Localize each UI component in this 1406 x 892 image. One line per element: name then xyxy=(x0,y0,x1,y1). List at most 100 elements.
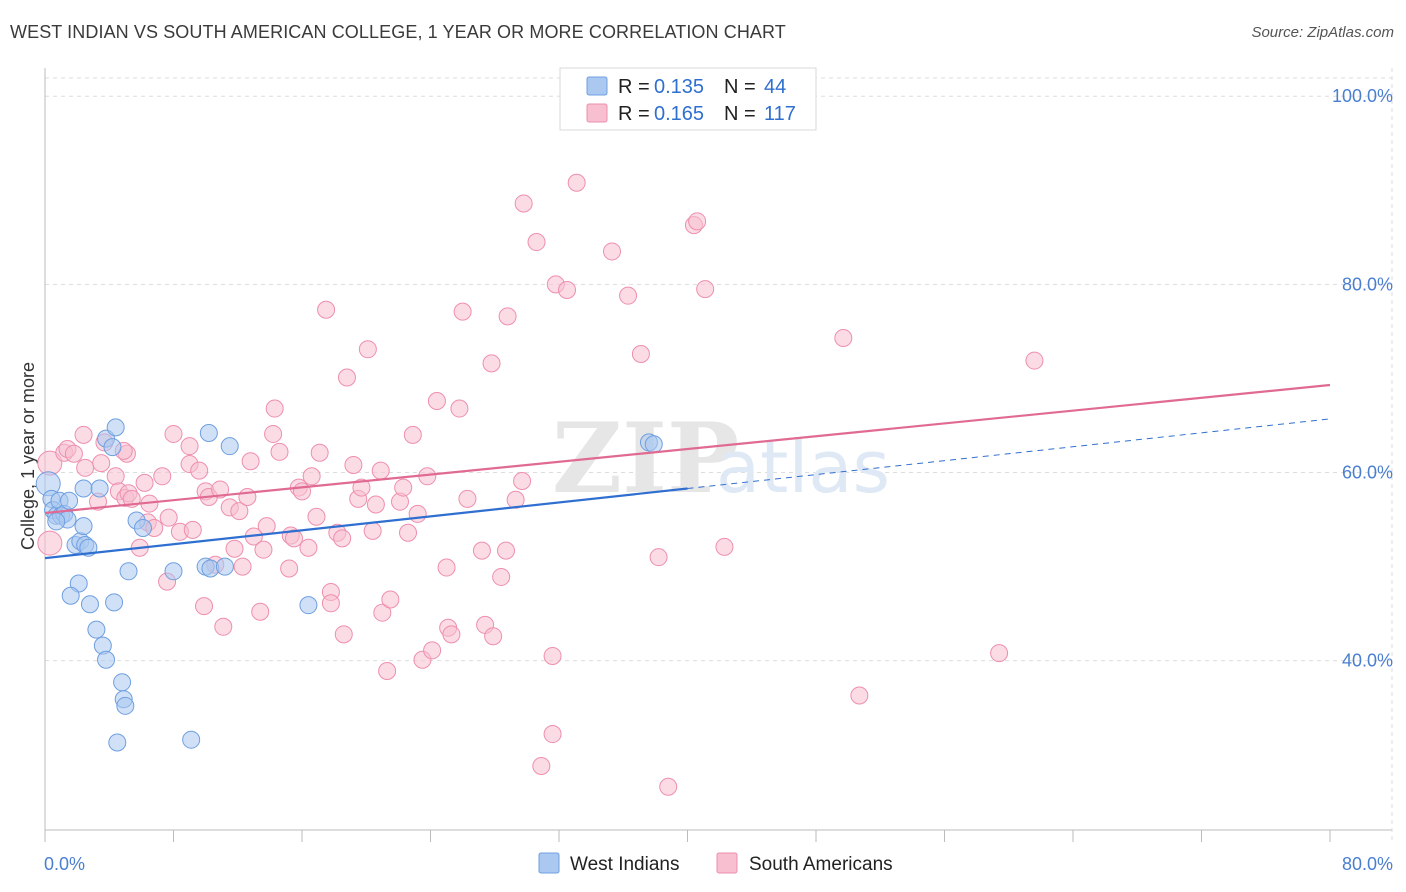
data-point-south-americans xyxy=(183,520,202,539)
data-point-west-indians xyxy=(133,519,152,538)
legend-r-label-west-indians: R = xyxy=(618,76,650,98)
data-point-south-americans xyxy=(74,425,93,444)
bottom-legend-swatch-south-americans xyxy=(716,852,738,874)
data-point-south-americans xyxy=(558,281,577,300)
data-point-south-americans xyxy=(715,537,734,556)
data-point-south-americans xyxy=(284,529,303,548)
data-point-south-americans xyxy=(251,602,270,621)
data-point-south-americans xyxy=(659,777,678,796)
trend-line-west-indians xyxy=(44,487,688,560)
data-point-south-americans xyxy=(344,455,363,474)
top-legend: R = 0.135 N = 44 R = 0.165 N = 117 xyxy=(559,67,817,131)
data-point-south-americans xyxy=(135,473,154,492)
data-point-west-indians xyxy=(60,491,79,510)
watermark: ZIP atlas xyxy=(552,402,890,515)
data-point-south-americans xyxy=(92,454,111,473)
data-point-south-americans xyxy=(543,646,562,665)
data-point-south-americans xyxy=(696,280,715,299)
data-point-south-americans xyxy=(603,242,622,261)
y-tick-label: 100.0% xyxy=(1332,86,1393,106)
data-point-west-indians xyxy=(103,438,122,457)
y-tick-label: 40.0% xyxy=(1342,651,1393,671)
data-point-south-americans xyxy=(496,541,515,560)
data-point-west-indians xyxy=(90,479,109,498)
legend-r-label-south-americans: R = xyxy=(618,103,650,125)
data-point-south-americans xyxy=(1025,351,1044,370)
legend-n-label-west-indians: N = xyxy=(724,76,756,98)
data-point-south-americans xyxy=(484,627,503,646)
data-point-south-americans xyxy=(337,368,356,387)
data-point-west-indians xyxy=(644,435,663,454)
data-point-south-americans xyxy=(427,392,446,411)
data-point-south-americans xyxy=(649,548,668,567)
data-point-south-americans xyxy=(106,467,125,486)
data-point-south-americans xyxy=(334,625,353,644)
data-point-south-americans xyxy=(254,540,273,559)
y-tick-label: 80.0% xyxy=(1342,274,1393,294)
x-tick-label-min: 0.0% xyxy=(44,854,85,874)
data-point-south-americans xyxy=(442,625,461,644)
data-point-south-americans xyxy=(567,173,586,192)
axes xyxy=(44,68,1392,831)
data-point-south-americans xyxy=(76,458,95,477)
data-point-south-americans xyxy=(371,461,390,480)
data-point-south-americans xyxy=(631,344,650,363)
x-tick-label-max: 80.0% xyxy=(1342,854,1393,874)
trend-lines xyxy=(44,383,1331,560)
data-point-south-americans xyxy=(403,425,422,444)
data-point-west-indians xyxy=(164,562,183,581)
data-point-south-americans xyxy=(381,590,400,609)
data-point-south-americans xyxy=(333,529,352,548)
data-point-south-americans xyxy=(514,194,533,213)
data-point-west-indians xyxy=(220,437,239,456)
data-point-south-americans xyxy=(211,480,230,499)
data-point-south-americans xyxy=(990,644,1009,663)
chart-title: WEST INDIAN VS SOUTH AMERICAN COLLEGE, 1… xyxy=(10,22,786,42)
data-point-south-americans xyxy=(195,597,214,616)
data-point-west-indians xyxy=(97,650,116,669)
data-point-south-americans xyxy=(64,444,83,463)
legend-r-value-south-americans: 0.165 xyxy=(654,103,704,125)
data-point-south-americans xyxy=(230,502,249,521)
data-point-south-americans xyxy=(307,507,326,526)
data-point-west-indians xyxy=(47,512,66,531)
data-point-west-indians xyxy=(105,593,124,612)
data-point-south-americans xyxy=(299,538,318,557)
data-point-south-americans xyxy=(399,523,418,542)
data-point-south-americans xyxy=(265,399,284,418)
data-point-south-americans xyxy=(619,286,638,305)
data-point-west-indians xyxy=(299,596,318,615)
data-point-south-americans xyxy=(834,328,853,347)
data-point-south-americans xyxy=(302,467,321,486)
data-point-west-indians xyxy=(199,424,218,443)
data-point-west-indians xyxy=(74,517,93,536)
data-point-south-americans xyxy=(225,539,244,558)
data-point-south-americans xyxy=(532,757,551,776)
data-point-south-americans xyxy=(241,452,260,471)
bottom-legend-label-west-indians: West Indians xyxy=(570,854,679,875)
data-points xyxy=(35,173,1044,796)
trend-line-south-americans xyxy=(44,383,1331,515)
data-point-south-americans xyxy=(366,495,385,514)
data-point-west-indians xyxy=(119,562,138,581)
data-point-south-americans xyxy=(317,300,336,319)
data-point-south-americans xyxy=(293,482,311,501)
data-point-south-americans xyxy=(437,558,456,577)
y-axis-tick-labels: 40.0% 60.0% 80.0% 100.0% xyxy=(1332,86,1393,670)
data-point-south-americans xyxy=(159,508,178,527)
data-point-south-americans xyxy=(527,233,546,252)
data-point-south-americans xyxy=(264,424,283,443)
data-point-west-indians xyxy=(87,620,106,639)
data-point-south-americans xyxy=(310,443,329,462)
data-point-south-americans xyxy=(164,424,183,443)
x-axis-ticks xyxy=(44,68,1393,842)
data-point-south-americans xyxy=(498,307,517,326)
watermark-atlas: atlas xyxy=(716,425,890,509)
legend-n-value-south-americans: 117 xyxy=(764,103,796,125)
data-point-south-americans xyxy=(850,686,869,705)
data-point-south-americans xyxy=(482,354,501,373)
data-point-south-americans xyxy=(363,521,382,540)
bottom-legend: West Indians South Americans xyxy=(538,852,893,875)
data-point-south-americans xyxy=(153,467,172,486)
